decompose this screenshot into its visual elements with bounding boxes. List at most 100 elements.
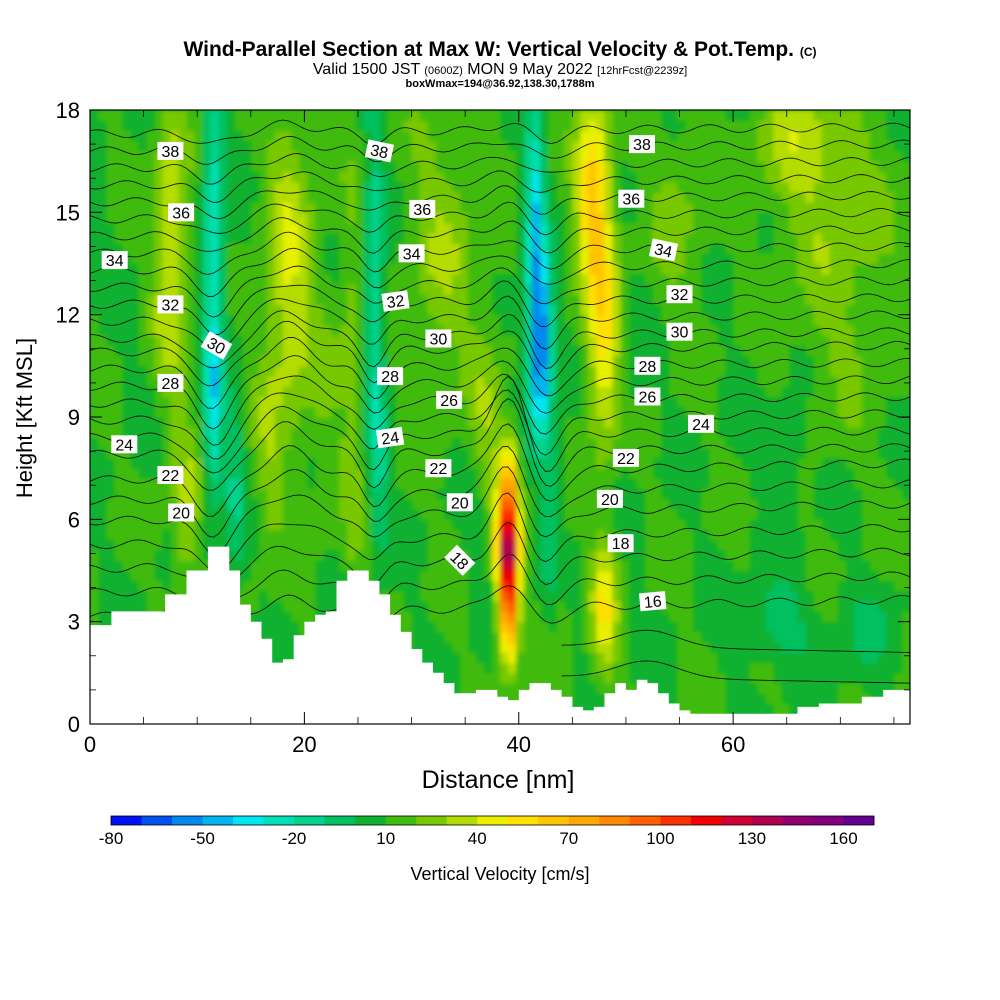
velocity-cell (821, 417, 831, 428)
velocity-cell (789, 611, 799, 623)
velocity-cell (475, 335, 485, 347)
velocity-cell (435, 222, 445, 234)
velocity-cell (202, 406, 212, 418)
velocity-cell (282, 478, 292, 490)
velocity-cell (717, 498, 726, 510)
velocity-cell (435, 202, 445, 214)
velocity-cell (837, 273, 847, 285)
velocity-cell (419, 284, 429, 295)
isentrope-label-box (364, 139, 394, 163)
velocity-cell (339, 498, 348, 510)
colorbar-tick-label: -20 (282, 829, 307, 848)
velocity-cell (733, 191, 742, 203)
velocity-cell (98, 335, 107, 347)
velocity-cell (218, 447, 228, 459)
velocity-cell (733, 529, 742, 541)
velocity-cell (532, 222, 541, 234)
velocity-cell (291, 191, 300, 203)
velocity-cell (765, 304, 775, 316)
velocity-cell (604, 550, 614, 561)
velocity-cell (218, 120, 228, 132)
velocity-cell (757, 335, 767, 347)
y-tick-label: 0 (68, 712, 80, 737)
velocity-cell (692, 335, 702, 347)
velocity-cell (789, 181, 799, 193)
velocity-cell (524, 642, 533, 654)
velocity-cell (821, 130, 831, 142)
velocity-cell (636, 212, 646, 224)
velocity-cell (604, 110, 614, 121)
velocity-cell (162, 488, 172, 500)
velocity-cell (845, 263, 855, 275)
velocity-cell (684, 631, 694, 643)
velocity-cell (226, 284, 236, 295)
velocity-cell (419, 161, 429, 173)
velocity-cell (821, 263, 831, 275)
velocity-cell (733, 140, 742, 152)
velocity-cell (114, 150, 123, 162)
velocity-cell (202, 457, 212, 469)
velocity-cell (355, 519, 365, 531)
velocity-cell (443, 580, 453, 592)
velocity-cell (395, 447, 405, 459)
velocity-cell (250, 478, 260, 490)
velocity-cell (339, 335, 348, 347)
velocity-cell (435, 314, 445, 326)
velocity-cell (443, 243, 453, 254)
velocity-cell (250, 570, 260, 582)
velocity-cell (170, 539, 180, 551)
velocity-cell (98, 345, 107, 357)
velocity-cell (492, 683, 501, 695)
velocity-cell (676, 662, 686, 674)
velocity-cell (532, 335, 541, 347)
velocity-cell (644, 519, 654, 531)
velocity-cell (106, 120, 115, 132)
velocity-cell (500, 417, 509, 428)
velocity-cell (701, 110, 710, 121)
velocity-cell (813, 294, 823, 306)
velocity-cell (725, 120, 734, 132)
colorbar-tick-label: -50 (190, 829, 215, 848)
velocity-cell (162, 191, 172, 203)
velocity-cell (813, 376, 823, 388)
velocity-cell (258, 324, 268, 336)
velocity-cell (580, 304, 590, 316)
velocity-cell (427, 171, 437, 183)
velocity-cell (331, 212, 340, 224)
velocity-cell (154, 202, 164, 214)
velocity-cell (315, 488, 324, 500)
velocity-cell (717, 365, 726, 377)
velocity-cell (869, 212, 879, 224)
velocity-cell (805, 417, 815, 428)
velocity-cell (90, 324, 99, 336)
velocity-cell (540, 642, 549, 654)
velocity-cell (532, 181, 541, 193)
velocity-cell (250, 591, 260, 602)
velocity-cell (805, 110, 815, 121)
velocity-cell (869, 611, 879, 623)
velocity-cell (363, 222, 373, 234)
velocity-cell (548, 232, 557, 244)
velocity-cell (805, 273, 815, 285)
velocity-cell (307, 386, 316, 398)
velocity-cell (274, 304, 284, 316)
velocity-cell (548, 662, 557, 674)
isentrope-label-text: 38 (369, 142, 390, 162)
velocity-cell (403, 181, 413, 193)
velocity-cell (893, 376, 903, 388)
velocity-cell (636, 417, 646, 428)
velocity-cell (733, 335, 742, 347)
velocity-cell (170, 427, 180, 439)
velocity-cell (524, 294, 533, 306)
velocity-cell (146, 509, 156, 521)
velocity-cell (725, 447, 734, 459)
velocity-cell (282, 243, 292, 254)
velocity-cell (829, 110, 839, 121)
velocity-cell (588, 171, 598, 183)
colorbar-swatch (599, 816, 631, 825)
velocity-cell (508, 202, 517, 214)
velocity-cell (339, 529, 348, 541)
velocity-cell (307, 335, 316, 347)
isentrope-label: 36 (409, 199, 436, 219)
velocity-cell (596, 457, 606, 469)
